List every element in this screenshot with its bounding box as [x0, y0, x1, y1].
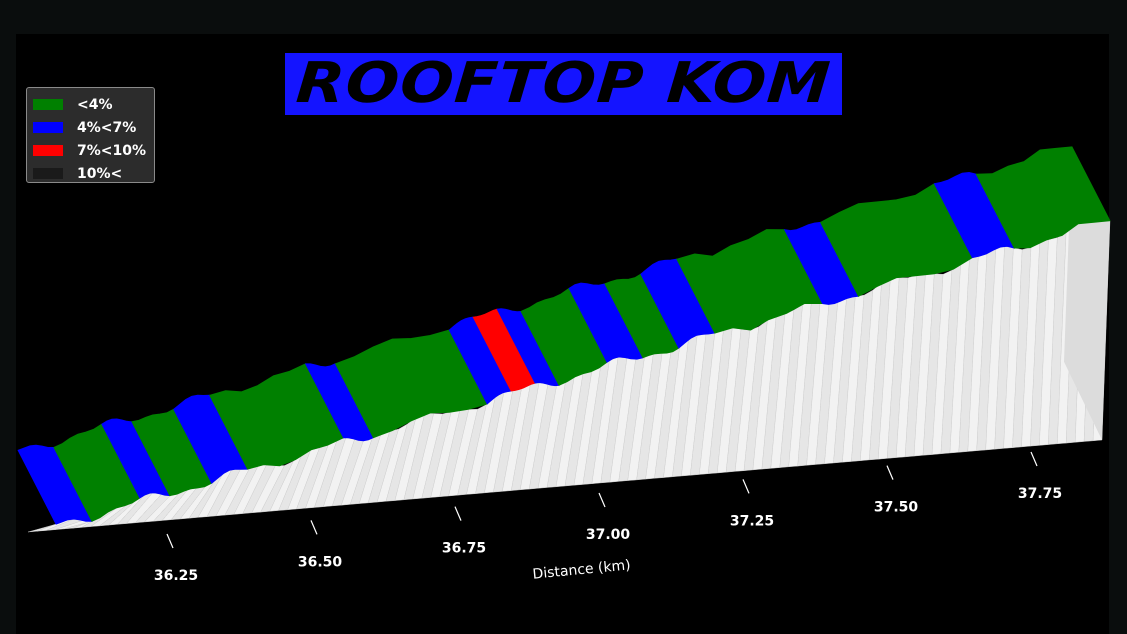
x-tick-label: 36.50 — [298, 554, 343, 570]
legend: <4% 4%<7% 7%<10% 10%< — [26, 87, 155, 183]
legend-swatch — [33, 99, 63, 110]
x-tick-label: 36.75 — [442, 541, 486, 557]
x-tick-mark — [742, 479, 750, 494]
legend-item: 4%<7% — [33, 116, 154, 139]
x-tick-label: 37.75 — [1018, 486, 1062, 502]
legend-item: 10%< — [33, 162, 154, 185]
legend-item: 7%<10% — [33, 139, 154, 162]
x-tick-label: 36.25 — [154, 568, 198, 584]
x-tick-mark — [598, 492, 606, 508]
x-tick-mark — [310, 520, 318, 535]
legend-item: <4% — [33, 93, 154, 116]
gradient-segment — [975, 146, 1111, 249]
chart-title: ROOFTOP KOM — [293, 51, 834, 116]
x-tick-mark — [886, 465, 894, 480]
x-tick-label: 37.50 — [874, 500, 919, 516]
legend-swatch — [33, 145, 63, 156]
x-tick-label: 37.00 — [586, 527, 631, 543]
x-axis-label: Distance (km) — [532, 557, 631, 582]
legend-label: 7%<10% — [77, 142, 147, 159]
legend-label: <4% — [77, 96, 113, 113]
legend-label: 4%<7% — [77, 119, 137, 136]
legend-label: 10%< — [77, 165, 123, 182]
x-tick-mark — [1030, 451, 1038, 467]
legend-swatch — [33, 168, 63, 179]
chart-title-box: ROOFTOP KOM — [285, 51, 842, 116]
x-tick-mark — [166, 533, 174, 549]
x-tick-label: 37.25 — [730, 513, 774, 529]
x-tick-mark — [454, 506, 462, 521]
legend-swatch — [33, 122, 63, 133]
